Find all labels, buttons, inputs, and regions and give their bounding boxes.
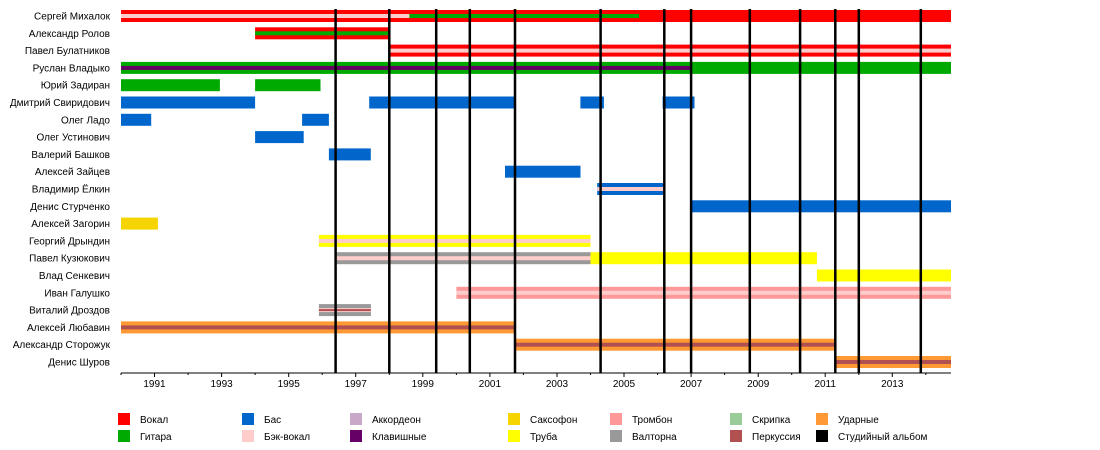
bar-bass [369, 96, 516, 109]
x-tick-label: 1999 [412, 379, 435, 390]
legend-swatch-guitar [118, 430, 130, 442]
bar-keys [121, 65, 692, 70]
legend-swatch-violin [730, 413, 742, 425]
bar-backing_vocal [597, 187, 665, 191]
x-tick-label: 2007 [680, 379, 703, 390]
legend-label-drums: Ударные [838, 415, 879, 426]
legend-label-guitar: Гитара [140, 432, 172, 443]
bar-bass [255, 131, 304, 144]
bar-backing_vocal [318, 238, 591, 243]
legend-swatch-backing_vocal [242, 430, 254, 442]
member-name: Олег Ладо [61, 115, 110, 126]
member-name: Павел Булатников [25, 46, 110, 57]
member-name: Виталий Дроздов [29, 306, 110, 317]
member-name: Влад Сенкевич [39, 271, 110, 282]
legend-label-percussion: Перкуссия [752, 432, 801, 443]
member-name: Алексей Зайцев [35, 167, 110, 178]
legend-swatch-trombone [610, 413, 622, 425]
x-tick-label: 1997 [345, 379, 368, 390]
x-tick-label: 1993 [210, 379, 233, 390]
legend-swatch-bass [242, 413, 254, 425]
bar-bass [328, 148, 371, 161]
x-tick-label: 2005 [613, 379, 636, 390]
legend-label-trumpet: Труба [530, 431, 558, 443]
bar-bass [302, 113, 329, 126]
bar-bass [662, 96, 695, 109]
bar-bass [121, 96, 256, 109]
legend-label-keys: Клавишные [372, 432, 427, 443]
member-name: Олег Устинович [36, 133, 110, 144]
legend-swatch-horn [610, 430, 622, 442]
bar-guitar [255, 31, 390, 36]
legend-swatch-sax [508, 413, 520, 425]
legend-label-horn: Валторна [632, 432, 677, 443]
legend-label-album: Студийный альбом [838, 431, 928, 443]
legend-label-accordion: Аккордеон [372, 415, 421, 426]
x-tick-label: 2003 [546, 379, 569, 390]
bar-sax [121, 217, 158, 230]
member-name: Иван Галушко [44, 288, 110, 299]
legend-swatch-album [816, 430, 828, 442]
legend-swatch-drums [816, 413, 828, 425]
member-name: Денис Шуров [48, 358, 110, 369]
x-tick-label: 2009 [747, 379, 770, 390]
legend-swatch-keys [350, 430, 362, 442]
bar-percussion [318, 309, 371, 312]
legend-swatch-percussion [730, 430, 742, 442]
bar-trumpet [816, 269, 951, 282]
bar-backing_vocal [389, 48, 951, 53]
bar-bass [580, 96, 604, 109]
member-name: Руслан Владыко [33, 63, 111, 74]
member-name: Денис Стурченко [30, 202, 110, 213]
x-tick-label: 2001 [479, 379, 502, 390]
legend-label-bass: Бас [264, 415, 281, 426]
member-name: Валерий Башков [31, 150, 110, 161]
legend-swatch-accordion [350, 413, 362, 425]
bar-bass [691, 200, 951, 213]
bar-backing_vocal [456, 290, 951, 295]
member-name: Александр Ролов [29, 29, 110, 40]
legend-label-backing_vocal: Бэк-вокал [264, 432, 310, 443]
legend-label-vocal: Вокал [140, 415, 168, 426]
album-lines [334, 9, 923, 373]
member-name: Алексей Любавин [27, 322, 110, 334]
bar-guitar [409, 14, 640, 18]
x-tick-label: 2013 [881, 379, 904, 390]
member-name: Юрий Задиран [41, 81, 110, 92]
x-axis: 1991 1993 1995 1997 1999 2001 2003 2005 2007 2009… [120, 372, 951, 390]
x-tick-label: 1995 [278, 379, 301, 390]
bar-backing_vocal [335, 256, 591, 261]
bar-bass [121, 113, 152, 126]
legend-swatch-vocal [118, 413, 130, 425]
bar-percussion [835, 360, 951, 364]
member-name: Дмитрий Свиридович [10, 98, 110, 109]
legend-label-trombone: Тромбон [632, 414, 672, 426]
bar-guitar [121, 79, 220, 92]
member-name: Александр Сторожук [13, 340, 111, 351]
legend-label-violin: Скрипка [752, 415, 791, 426]
x-tick-label: 1991 [143, 379, 166, 390]
bar-backing_vocal [121, 14, 410, 18]
member-name: Алексей Загорин [31, 219, 110, 230]
member-labels: Сергей Михалок Александр Ролов Павел Булат… [10, 12, 111, 369]
legend: Вокал Гитара Бас Бэк-вокал Аккордеон Клавишны… [118, 413, 928, 443]
member-bars [121, 10, 951, 368]
bar-trumpet [590, 252, 817, 265]
bar-bass [505, 165, 581, 178]
member-name: Георгий Дрындин [29, 236, 110, 247]
member-name: Владимир Ёлкин [32, 184, 110, 196]
legend-label-sax: Саксофон [530, 414, 577, 426]
bar-percussion [121, 325, 515, 330]
bar-guitar [255, 79, 321, 92]
member-name: Павел Кузюкович [29, 254, 110, 265]
member-name: Сергей Михалок [34, 12, 111, 23]
legend-swatch-trumpet [508, 430, 520, 442]
bar-percussion [515, 342, 836, 347]
x-tick-label: 2011 [814, 379, 836, 390]
